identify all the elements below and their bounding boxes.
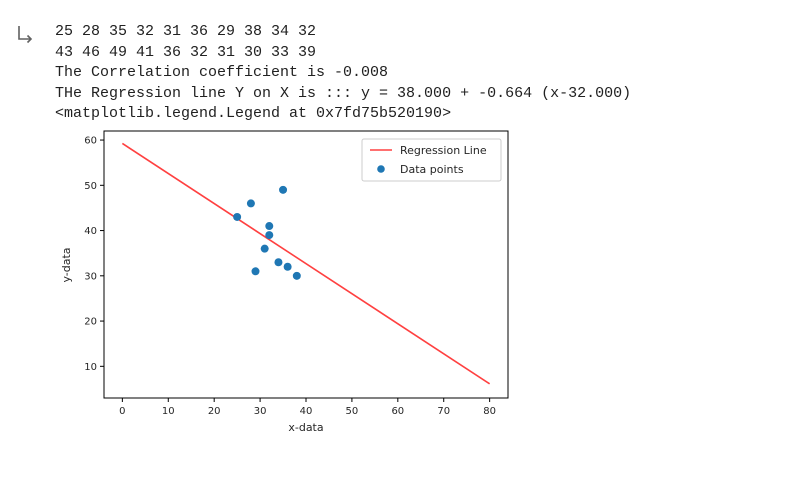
output-line-correlation: The Correlation coefficient is -0.008 [55,64,389,81]
data-point [246,199,255,208]
y-tick-label: 50 [84,181,97,192]
data-point [260,244,269,253]
legend-box [361,138,502,182]
output-arrow-icon [18,26,33,44]
x-tick-label: 50 [346,406,359,417]
x-tick-label: 30 [254,406,267,417]
output-line-y-values: 43 46 49 41 36 32 31 30 33 39 [55,43,317,61]
x-tick-label: 40 [300,406,313,417]
data-point [233,212,242,221]
data-point [265,231,274,240]
output-line-legend-repr: <matplotlib.legend.Legend at 0x7fd75b520… [55,105,452,122]
output-line-regression: THe Regression line Y on X is ::: y = 38… [55,84,632,102]
x-axis-ticks: 0 10 20 30 40 50 60 70 80 [119,398,496,417]
y-axis-ticks: 10 20 30 40 50 60 [84,136,104,373]
legend-label-regression-line: Regression Line [400,144,487,157]
regression-line [121,142,491,385]
x-tick-label: 10 [162,406,175,417]
data-point [274,258,283,267]
data-point [292,271,301,280]
y-tick-label: 10 [84,362,97,373]
data-point [283,262,292,271]
data-point [279,185,288,194]
legend: Regression Line Data points [361,138,502,182]
cell-output-text: 25 28 35 32 31 36 29 38 34 32 43 46 49 4… [55,22,631,125]
output-line-x-values: 25 28 35 32 31 36 29 38 34 32 [55,23,317,40]
y-tick-label: 40 [84,226,97,237]
x-tick-label: 20 [208,406,221,417]
plot-content [121,142,491,385]
x-tick-label: 70 [437,406,450,417]
y-axis-label: y-data [60,247,73,282]
legend-dot-swatch [377,165,385,173]
y-tick-label: 60 [84,136,97,147]
y-tick-label: 30 [84,271,97,282]
x-tick-label: 60 [391,406,404,417]
x-tick-label: 0 [119,406,125,417]
data-point [251,267,260,276]
x-tick-label: 80 [483,406,496,417]
legend-label-data-points: Data points [400,163,464,176]
x-axis-label: x-data [288,421,323,434]
y-tick-label: 20 [84,317,97,328]
data-point [265,222,274,231]
